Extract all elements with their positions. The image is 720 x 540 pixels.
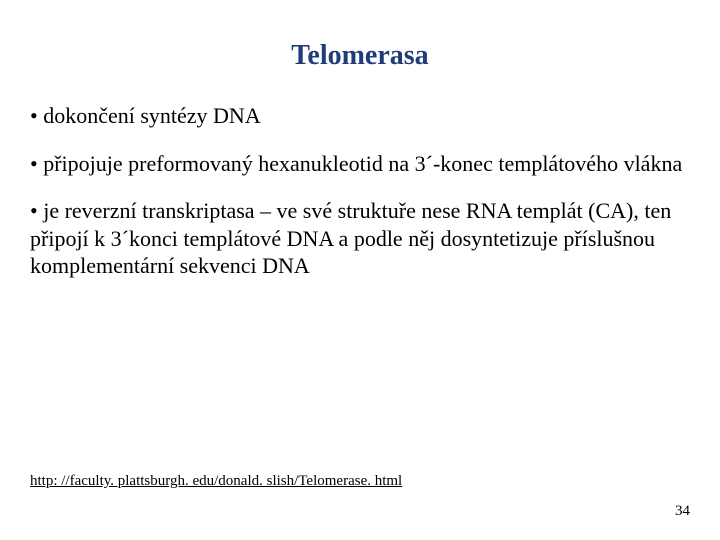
page-number: 34 <box>675 503 690 520</box>
bullet-3: • je reverzní transkriptasa – ve své str… <box>30 197 690 280</box>
slide-title: Telomerasa <box>30 40 690 72</box>
bullet-1: • dokončení syntézy DNA <box>30 102 690 130</box>
reference-link[interactable]: http: //faculty. plattsburgh. edu/donald… <box>30 473 402 490</box>
slide-container: Telomerasa • dokončení syntézy DNA • při… <box>0 0 720 540</box>
bullet-2: • připojuje preformovaný hexanukleotid n… <box>30 150 690 178</box>
